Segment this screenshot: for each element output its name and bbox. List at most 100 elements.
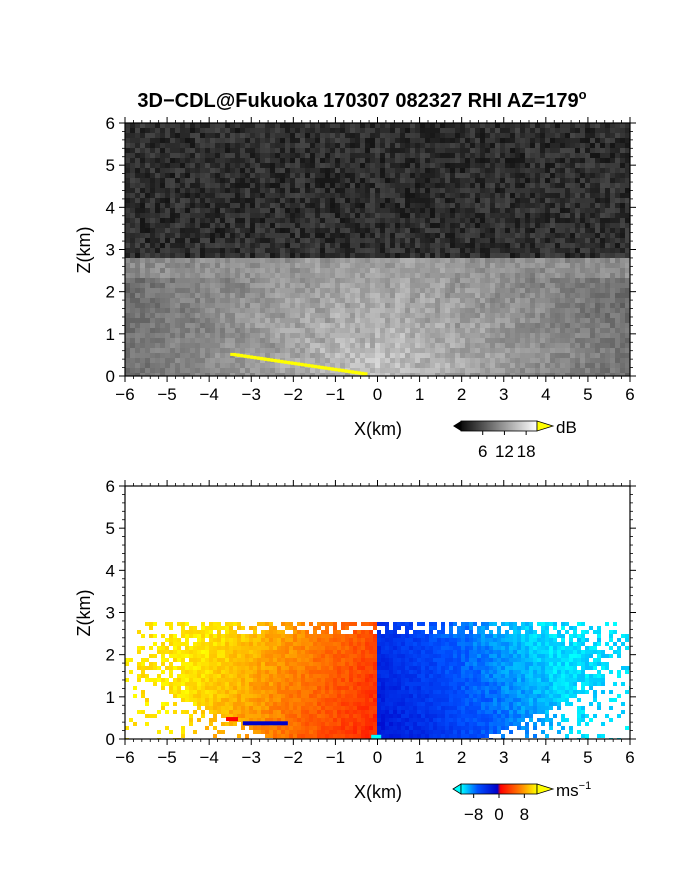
backscatter-cell <box>475 143 480 148</box>
backscatter-cell <box>345 323 350 328</box>
backscatter-cell <box>250 163 255 168</box>
backscatter-cell <box>520 123 525 128</box>
backscatter-cell <box>170 188 175 193</box>
backscatter-cell <box>560 248 565 253</box>
backscatter-cell <box>450 298 455 303</box>
backscatter-cell <box>160 343 165 348</box>
backscatter-cell <box>125 198 130 203</box>
backscatter-cell <box>310 198 315 203</box>
backscatter-cell <box>365 193 370 198</box>
backscatter-cell <box>350 298 355 303</box>
backscatter-cell <box>275 248 280 253</box>
backscatter-cell <box>295 138 300 143</box>
backscatter-cell <box>600 318 605 323</box>
backscatter-cell <box>130 288 135 293</box>
backscatter-cell <box>455 263 460 268</box>
backscatter-cell <box>125 168 130 173</box>
backscatter-cell <box>615 273 620 278</box>
backscatter-cell <box>620 353 625 358</box>
backscatter-cell <box>195 128 200 133</box>
backscatter-cell <box>205 348 210 353</box>
backscatter-cell <box>330 313 335 318</box>
backscatter-cell <box>290 253 295 258</box>
backscatter-cell <box>215 248 220 253</box>
backscatter-cell <box>280 263 285 268</box>
backscatter-cell <box>545 338 550 343</box>
backscatter-cell <box>170 313 175 318</box>
backscatter-cell <box>525 218 530 223</box>
backscatter-cell <box>500 193 505 198</box>
backscatter-cell <box>270 203 275 208</box>
backscatter-cell <box>265 303 270 308</box>
backscatter-cell <box>200 243 205 248</box>
backscatter-cell <box>315 343 320 348</box>
backscatter-cell <box>230 368 235 373</box>
backscatter-cell <box>555 148 560 153</box>
backscatter-cell <box>200 238 205 243</box>
backscatter-cell <box>550 138 555 143</box>
backscatter-cell <box>190 298 195 303</box>
backscatter-cell <box>445 163 450 168</box>
backscatter-cell <box>560 218 565 223</box>
backscatter-cell <box>435 358 440 363</box>
backscatter-cell <box>545 268 550 273</box>
backscatter-cell <box>505 313 510 318</box>
backscatter-cell <box>280 143 285 148</box>
backscatter-cell <box>410 298 415 303</box>
backscatter-cell <box>285 333 290 338</box>
backscatter-cell <box>300 153 305 158</box>
backscatter-cell <box>240 178 245 183</box>
backscatter-cell <box>335 153 340 158</box>
backscatter-cell <box>245 218 250 223</box>
backscatter-cell <box>125 343 130 348</box>
backscatter-cell <box>260 338 265 343</box>
backscatter-cell <box>625 183 630 188</box>
backscatter-cell <box>350 258 355 263</box>
backscatter-cell <box>435 208 440 213</box>
backscatter-cell <box>565 143 570 148</box>
backscatter-cell <box>145 233 150 238</box>
backscatter-cell <box>155 278 160 283</box>
backscatter-cell <box>320 358 325 363</box>
backscatter-cell <box>425 228 430 233</box>
backscatter-cell <box>480 248 485 253</box>
backscatter-cell <box>445 283 450 288</box>
backscatter-cell <box>270 248 275 253</box>
backscatter-cell <box>370 293 375 298</box>
backscatter-cell <box>625 148 630 153</box>
backscatter-cell <box>540 218 545 223</box>
backscatter-cell <box>425 358 430 363</box>
backscatter-cell <box>250 218 255 223</box>
backscatter-cell <box>395 223 400 228</box>
backscatter-cell <box>550 323 555 328</box>
backscatter-cell <box>525 258 530 263</box>
backscatter-cell <box>155 128 160 133</box>
backscatter-cell <box>295 293 300 298</box>
backscatter-cell <box>395 348 400 353</box>
backscatter-cell <box>585 268 590 273</box>
backscatter-cell <box>215 273 220 278</box>
backscatter-cell <box>450 303 455 308</box>
backscatter-cell <box>350 203 355 208</box>
backscatter-cell <box>525 303 530 308</box>
backscatter-cell <box>250 298 255 303</box>
backscatter-cell <box>615 328 620 333</box>
backscatter-cell <box>355 338 360 343</box>
backscatter-cell <box>220 223 225 228</box>
backscatter-cell <box>210 323 215 328</box>
backscatter-cell <box>505 128 510 133</box>
backscatter-cell <box>130 368 135 373</box>
backscatter-cell <box>275 253 280 258</box>
backscatter-cell <box>220 163 225 168</box>
backscatter-cell <box>385 148 390 153</box>
backscatter-cell <box>435 348 440 353</box>
backscatter-cell <box>515 283 520 288</box>
backscatter-cell <box>505 198 510 203</box>
backscatter-cell <box>320 173 325 178</box>
backscatter-cell <box>210 303 215 308</box>
backscatter-cell <box>460 323 465 328</box>
backscatter-cell <box>355 233 360 238</box>
backscatter-cell <box>170 178 175 183</box>
backscatter-cell <box>565 313 570 318</box>
backscatter-cell <box>440 283 445 288</box>
